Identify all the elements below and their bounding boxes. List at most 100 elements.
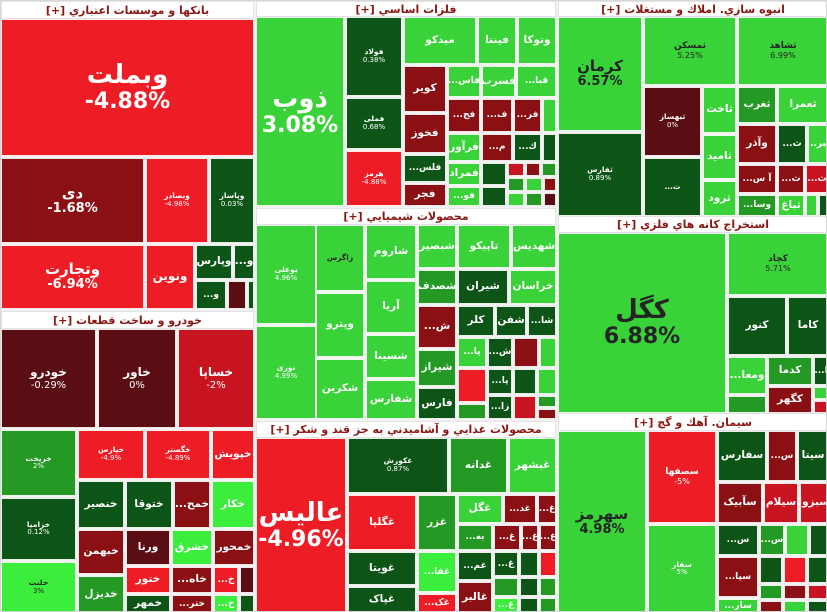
tile-mining-6-symbol[interactable]: ا...	[814, 357, 826, 385]
tile-cement-2-symbol[interactable]: سفار 5%	[648, 525, 716, 611]
tile-chemicals-27-symbol[interactable]: زا...	[488, 396, 512, 419]
tile-auto-25[interactable]	[240, 595, 254, 611]
tile-realestate-15-symbol[interactable]: ث...	[778, 165, 804, 193]
tile-chemicals-23[interactable]	[514, 338, 538, 367]
tile-realestate-12-symbol[interactable]: ث...	[778, 125, 806, 163]
tile-chemicals-0-symbol[interactable]: بوعلی 4.96%	[256, 225, 316, 324]
tile-food-23[interactable]	[520, 578, 538, 596]
tile-food-7-symbol[interactable]: غد...	[504, 495, 536, 523]
sector-header-metals[interactable]: فلزات اساسي [+]	[256, 1, 556, 17]
tile-food-3-symbol[interactable]: غبشهر	[509, 438, 556, 493]
tile-food-27[interactable]	[540, 598, 556, 611]
tile-cement-9-symbol[interactable]: س...	[718, 525, 758, 555]
tile-cement-21[interactable]	[784, 601, 806, 611]
tile-auto-21-symbol[interactable]: خدیزل	[78, 576, 124, 611]
tile-food-8-symbol[interactable]: غ...	[538, 495, 556, 523]
tile-metals-16-symbol[interactable]: فر...	[514, 99, 541, 132]
tile-realestate-4-symbol[interactable]: ثبهساز 0%	[644, 87, 701, 156]
tile-food-20[interactable]	[520, 552, 538, 576]
tile-metals-11-symbol[interactable]: فاس...	[448, 66, 480, 97]
tile-metals-25[interactable]	[526, 163, 540, 176]
tile-realestate-13-symbol[interactable]: ثبر...	[808, 125, 826, 163]
tile-chemicals-13-symbol[interactable]: فارس	[418, 388, 456, 419]
tile-cement-23[interactable]	[808, 601, 826, 611]
tile-food-15-symbol[interactable]: غفا...	[418, 552, 456, 592]
tile-metals-29[interactable]	[508, 178, 524, 191]
tile-realestate-3-symbol[interactable]: ثشاهد 6.99%	[738, 17, 826, 85]
tile-food-25-symbol[interactable]: غ...	[494, 598, 518, 611]
tile-chemicals-5-symbol[interactable]: شاروم	[366, 225, 416, 279]
tile-metals-3-symbol[interactable]: هرمز -4.88%	[346, 151, 402, 206]
tile-metals-21[interactable]	[543, 134, 556, 161]
tile-cement-20[interactable]	[784, 585, 806, 599]
tile-auto-13-symbol[interactable]: خبهمن	[78, 530, 124, 574]
tile-realestate-8-symbol[interactable]: ثرود	[703, 181, 736, 216]
tile-metals-8-symbol[interactable]: فخوز	[404, 114, 446, 153]
tile-chemicals-9-symbol[interactable]: شبصیر	[418, 225, 456, 268]
tile-mining-3-symbol[interactable]: کاما	[788, 297, 826, 355]
tile-auto-18-symbol[interactable]: خاه...	[172, 567, 212, 593]
tile-chemicals-4-symbol[interactable]: شکربن	[316, 359, 364, 419]
sector-header-mining[interactable]: استخراج كانه هاي فلزي [+]	[558, 216, 826, 233]
tile-metals-18-symbol[interactable]: فرآور	[448, 134, 480, 161]
tile-metals-19-symbol[interactable]: م...	[482, 134, 512, 161]
tile-chemicals-18-symbol[interactable]: کلر	[458, 306, 494, 336]
tile-food-22[interactable]	[494, 578, 518, 596]
tile-auto-23-symbol[interactable]: ختر...	[172, 595, 212, 611]
tile-realestate-14-symbol[interactable]: آ س...	[738, 165, 776, 193]
tile-realestate-2-symbol[interactable]: ثمسکن 5.25%	[644, 17, 736, 85]
tile-metals-30[interactable]	[526, 178, 542, 191]
tile-auto-7-symbol[interactable]: خگستر -4.89%	[146, 430, 210, 479]
tile-chemicals-10-symbol[interactable]: شصدف	[418, 270, 456, 304]
tile-food-12-symbol[interactable]: غ...	[540, 525, 556, 550]
tile-auto-20[interactable]	[240, 567, 254, 593]
tile-metals-26[interactable]	[542, 163, 556, 176]
tile-cement-7-symbol[interactable]: سیلام	[764, 483, 798, 523]
tile-food-4-symbol[interactable]: غگلپا	[348, 495, 416, 550]
tile-auto-22-symbol[interactable]: خمهر	[126, 595, 170, 611]
tile-cement-3-symbol[interactable]: سفارس	[718, 431, 766, 481]
tile-auto-3-symbol[interactable]: خریخت 2%	[1, 430, 76, 496]
tile-chemicals-25[interactable]	[458, 369, 486, 402]
tile-banks-3-symbol[interactable]: وپاسار 0.03%	[210, 158, 254, 243]
tile-auto-24-symbol[interactable]: خ...	[214, 595, 238, 611]
tile-food-6-symbol[interactable]: غگل	[458, 495, 502, 523]
tile-metals-33[interactable]	[526, 193, 542, 206]
tile-realestate-20[interactable]	[819, 195, 826, 216]
tile-metals-10-symbol[interactable]: فجر	[404, 184, 446, 206]
tile-cement-18[interactable]	[760, 585, 782, 599]
tile-mining-9[interactable]	[814, 387, 826, 399]
tile-cement-0-symbol[interactable]: سهرمز 4.98%	[558, 431, 646, 611]
tile-banks-5-symbol[interactable]: ونوین	[146, 245, 194, 309]
tile-chemicals-12-symbol[interactable]: شیراز	[418, 350, 456, 386]
tile-cement-22[interactable]	[808, 585, 826, 599]
tile-metals-31[interactable]	[544, 178, 556, 191]
tile-chemicals-15-symbol[interactable]: شهدیس	[512, 225, 556, 268]
tile-chemicals-31[interactable]	[538, 396, 556, 407]
tile-cement-17[interactable]	[808, 557, 826, 583]
tile-chemicals-22-symbol[interactable]: ش...	[488, 338, 512, 367]
tile-chemicals-21-symbol[interactable]: پا...	[458, 338, 486, 367]
tile-cement-14-symbol[interactable]: سار...	[718, 599, 758, 611]
tile-auto-15-symbol[interactable]: خشرق	[172, 530, 212, 565]
tile-auto-14-symbol[interactable]: ورنا	[126, 530, 170, 565]
tile-cement-5-symbol[interactable]: سیتا	[798, 431, 826, 481]
tile-chemicals-24[interactable]	[540, 338, 556, 367]
tile-metals-22-symbol[interactable]: فمراد	[448, 163, 480, 185]
tile-auto-1-symbol[interactable]: خاور 0%	[98, 329, 176, 428]
tile-metals-27-symbol[interactable]: فو...	[448, 187, 480, 206]
tile-food-19-symbol[interactable]: غ...	[494, 552, 518, 576]
tile-banks-8-symbol[interactable]: و...	[196, 281, 226, 309]
tile-realestate-9-symbol[interactable]: ثغرب	[738, 87, 776, 123]
sector-header-chemicals[interactable]: محصولات شيميايي [+]	[256, 208, 556, 225]
tile-cement-15[interactable]	[760, 557, 782, 583]
tile-cement-1-symbol[interactable]: سصفها -5%	[648, 431, 716, 523]
tile-chemicals-17-symbol[interactable]: خراسان	[510, 270, 556, 304]
tile-food-26[interactable]	[520, 598, 538, 611]
tile-banks-7-symbol[interactable]: و...	[234, 245, 254, 279]
tile-mining-0-symbol[interactable]: کگل 6.88%	[558, 233, 726, 413]
tile-metals-2-symbol[interactable]: فملی 0.68%	[346, 98, 402, 149]
tile-chemicals-30[interactable]	[514, 396, 536, 419]
tile-metals-7-symbol[interactable]: کویر	[404, 66, 446, 112]
sector-header-banks[interactable]: بانکها و موسسات اعتباري [+]	[1, 1, 254, 19]
